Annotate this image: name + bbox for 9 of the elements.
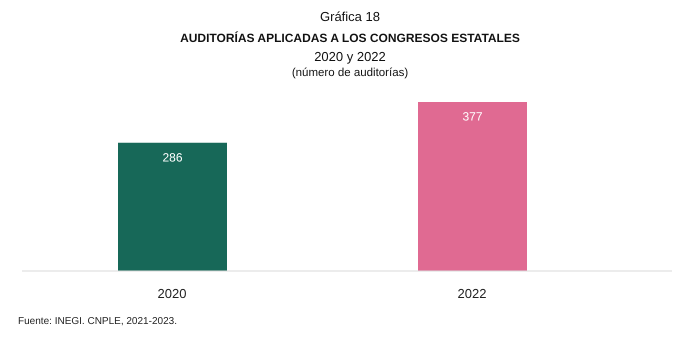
data-label: 286 [162, 150, 183, 164]
x-tick-label: 2022 [458, 286, 486, 302]
source-note: Fuente: INEGI. CNPLE, 2021-2023. [18, 316, 177, 327]
text: (número de auditorías) [290, 67, 410, 79]
data-label: 377 [462, 110, 483, 124]
chart-title: Gráfica 18 [319, 9, 381, 24]
chart-subtitle: AUDITORÍAS APLICADAS A LOS CONGRESOS ESTATALES [179, 31, 521, 45]
text: 2020 y 2022 [313, 49, 387, 64]
x-tick-label: 2020 [158, 286, 186, 302]
